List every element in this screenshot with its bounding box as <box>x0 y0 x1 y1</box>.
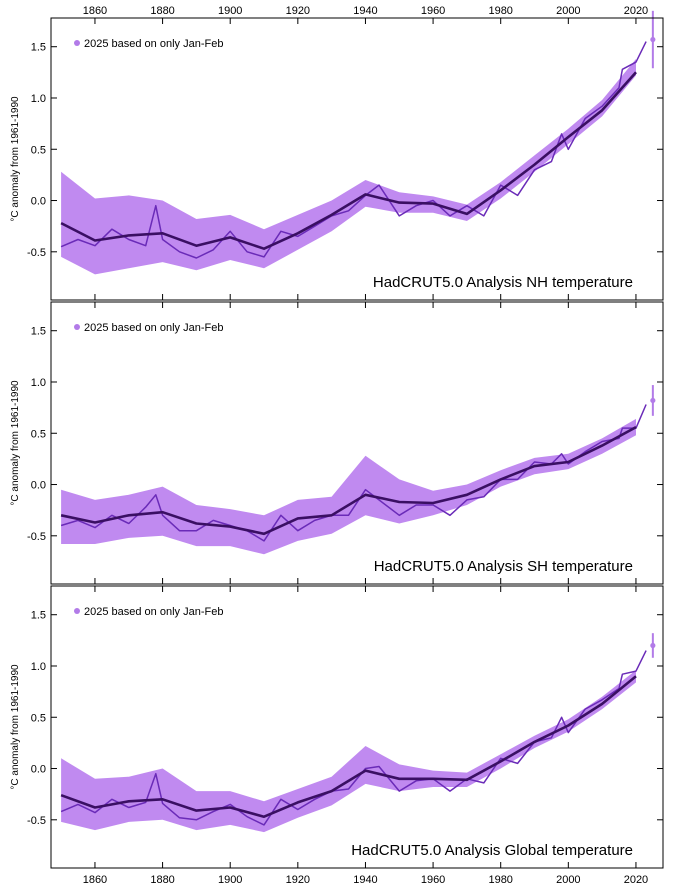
bottom-x-tick-label: 1960 <box>421 874 445 886</box>
top-x-tick-label: 1900 <box>218 5 242 17</box>
top-x-tick-label: 2020 <box>624 5 648 17</box>
legend-marker <box>74 608 80 614</box>
y-tick-label: 1.5 <box>31 42 46 54</box>
y-tick-label: 1.5 <box>31 610 46 622</box>
y-tick-label: 0.0 <box>31 480 46 492</box>
y-axis-label: °C anomaly from 1961-1990 <box>10 380 21 506</box>
top-x-tick-label: 1860 <box>83 5 107 17</box>
bottom-x-tick-label: 1900 <box>218 874 242 886</box>
top-x-tick-label: 1880 <box>150 5 174 17</box>
panel-title: HadCRUT5.0 Analysis SH temperature <box>374 558 633 575</box>
y-tick-label: 1.0 <box>31 377 46 389</box>
axes-frame <box>50 585 664 869</box>
smoothed-series-line <box>60 425 637 536</box>
bottom-x-tick-label: 2020 <box>624 874 648 886</box>
smoothed-series-line <box>60 71 637 250</box>
chart-panel-2: -0.5 0.0 0.5 1.0 1.5 °C anomaly from 1961-199… <box>10 301 664 585</box>
top-x-tick-label: 2000 <box>556 5 580 17</box>
y-tick-label: 0.5 <box>31 712 46 724</box>
y-tick-label: -0.5 <box>27 531 46 543</box>
top-x-tick-label: 1920 <box>286 5 310 17</box>
uncertainty-band <box>61 59 637 275</box>
panel-title: HadCRUT5.0 Analysis NH temperature <box>373 274 633 291</box>
panel-title: HadCRUT5.0 Analysis Global temperature <box>351 842 633 859</box>
legend-label: 2025 based on only Jan-Feb <box>84 322 223 334</box>
uncertainty-band <box>61 670 637 833</box>
bottom-x-tick-label: 1980 <box>488 874 512 886</box>
y-tick-label: 1.5 <box>31 326 46 338</box>
y-tick-label: 0.5 <box>31 428 46 440</box>
top-x-tick-label: 1940 <box>353 5 377 17</box>
y-tick-label: -0.5 <box>27 247 46 259</box>
y-tick-label: -0.5 <box>27 815 46 827</box>
point-2025-marker <box>650 642 656 649</box>
y-tick-label: 1.0 <box>31 93 46 105</box>
bottom-x-tick-label: 1940 <box>353 874 377 886</box>
point-2025-marker <box>650 36 656 43</box>
chart-panel-1: -0.5 0.0 0.5 1.0 1.5 °C anomaly from 1961-199… <box>10 10 664 301</box>
y-tick-label: 0.0 <box>31 764 46 776</box>
smoothed-series-line <box>60 675 637 819</box>
point-2025-marker <box>650 397 656 404</box>
axes-frame <box>50 301 664 585</box>
uncertainty-band <box>61 418 637 555</box>
legend-label: 2025 based on only Jan-Feb <box>84 606 223 618</box>
chart-panel-3: -0.5 0.0 0.5 1.0 1.5 °C anomaly from 1961-199… <box>10 585 664 869</box>
annual-series-line <box>60 404 647 542</box>
y-tick-label: 1.0 <box>31 661 46 673</box>
top-x-tick-label: 1960 <box>421 5 445 17</box>
axes-frame <box>50 17 664 301</box>
bottom-x-tick-label: 1920 <box>286 874 310 886</box>
y-tick-label: 0.0 <box>31 196 46 208</box>
legend-label: 2025 based on only Jan-Feb <box>84 38 223 50</box>
y-axis-label: °C anomaly from 1961-1990 <box>10 664 21 790</box>
legend-marker <box>74 324 80 330</box>
y-tick-label: 0.5 <box>31 144 46 156</box>
top-x-tick-label: 1980 <box>488 5 512 17</box>
y-axis-label: °C anomaly from 1961-1990 <box>10 96 21 222</box>
bottom-x-tick-label: 1860 <box>83 874 107 886</box>
bottom-x-tick-label: 1880 <box>150 874 174 886</box>
legend-marker <box>74 40 80 46</box>
bottom-x-tick-label: 2000 <box>556 874 580 886</box>
